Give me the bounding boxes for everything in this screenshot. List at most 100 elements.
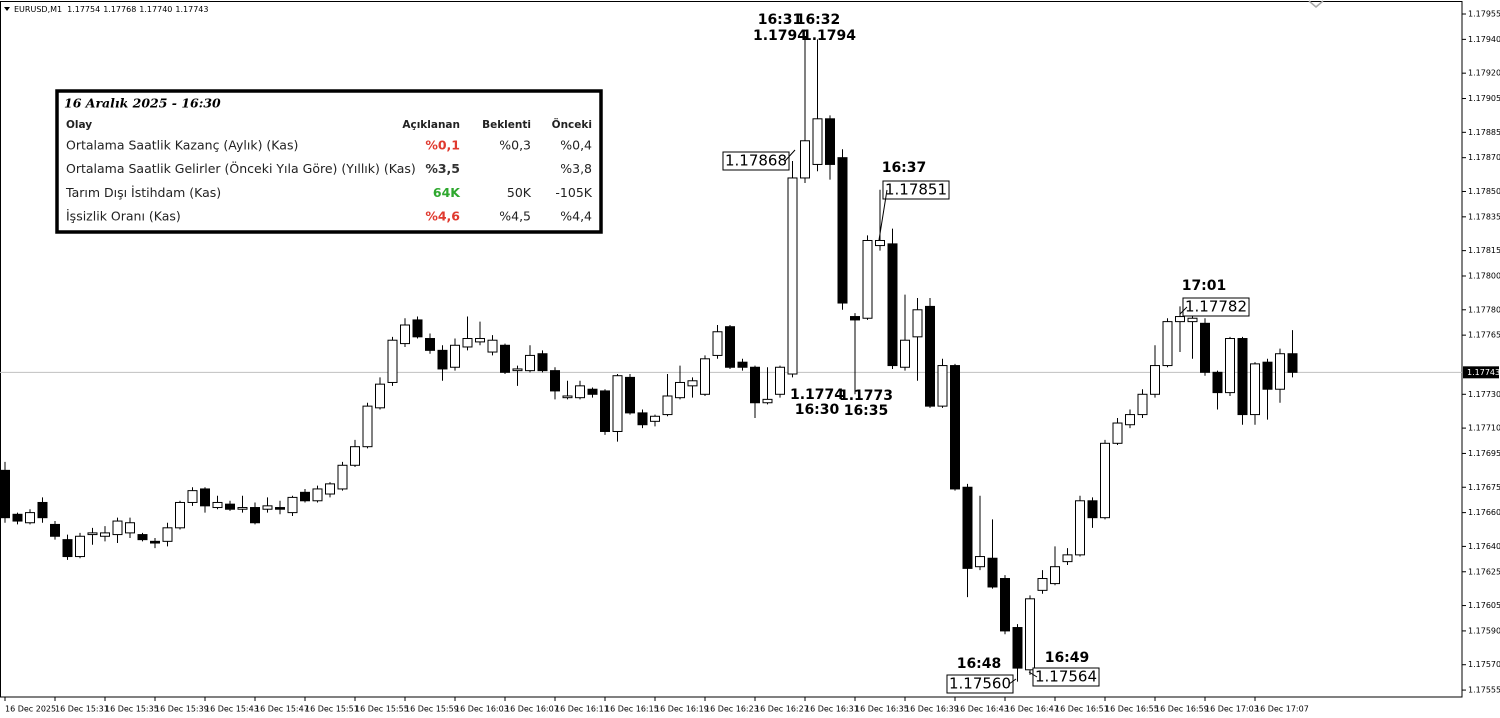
candle-body: [375, 383, 385, 409]
candle-body: [700, 358, 710, 395]
candle-body: [487, 339, 498, 353]
annotation-box: [722, 151, 790, 171]
candle-body: [325, 483, 335, 495]
column-header: Önceki: [552, 117, 592, 131]
annotation-price: 1.17851: [885, 181, 947, 199]
candle-body: [925, 305, 935, 407]
annotation-price: 1.17564: [1035, 668, 1097, 686]
candle-body: [575, 385, 585, 399]
x-tick-label: 16 Dec 16:03: [455, 705, 509, 714]
candle-body: [662, 395, 673, 416]
y-tick-label: 1.17625: [1468, 567, 1500, 576]
candle-body: [275, 507, 285, 510]
candle-body: [387, 339, 398, 383]
candle-body: [987, 557, 998, 588]
candle-body: [400, 324, 410, 345]
event-name: Ortalama Saatlik Kazanç (Aylık) (Kas): [66, 138, 298, 153]
candle-body: [437, 349, 448, 370]
previous-value: -105K: [555, 185, 592, 200]
candle-body: [637, 412, 648, 426]
x-tick-label: 16 Dec 2025: [5, 705, 56, 714]
annotation-time: 16:35: [844, 403, 889, 419]
previous-value: %4,4: [560, 209, 592, 224]
plot-frame: [0, 1, 1463, 698]
annotation-time: 16:32: [796, 12, 841, 28]
candle-body: [100, 532, 110, 537]
candle-body: [962, 486, 973, 569]
y-tick-label: 1.17940: [1468, 35, 1500, 44]
candle-body: [1087, 500, 1098, 519]
annotation-time: 16:30: [795, 402, 840, 418]
x-tick-label: 16 Dec 16:55: [1105, 705, 1159, 714]
previous-value: %0,4: [560, 138, 592, 153]
x-tick-label: 16 Dec 16:43: [955, 705, 1009, 714]
candle-body: [600, 390, 610, 432]
y-tick-label: 1.17815: [1468, 246, 1500, 255]
candle-body: [1175, 316, 1185, 323]
x-tick-label: 16 Dec 16:31: [805, 705, 859, 714]
candle-body: [50, 523, 60, 537]
x-tick-label: 16 Dec 16:07: [505, 705, 559, 714]
menu-arrow: [4, 7, 10, 11]
annotation-price: 1.1774: [790, 387, 844, 403]
y-tick-label: 1.17800: [1468, 271, 1500, 280]
actual-value: %3,5: [425, 161, 460, 176]
annotation-link: [878, 189, 888, 241]
previous-value: %3,8: [560, 161, 592, 176]
candle-body: [500, 344, 510, 373]
candle-body: [225, 503, 235, 510]
candle-body: [912, 309, 923, 338]
annotation-box: [882, 180, 950, 200]
candle-body: [687, 380, 698, 387]
annotation-time: 16:31: [758, 12, 803, 28]
candle-body: [200, 488, 210, 507]
candle-body: [75, 535, 85, 558]
candle-body: [237, 507, 248, 510]
y-tick-label: 1.17835: [1468, 212, 1500, 221]
candle-body: [550, 370, 560, 392]
candle-body: [887, 243, 898, 367]
candle-body: [762, 398, 773, 404]
candle-body: [750, 366, 760, 404]
column-header: Beklenti: [482, 119, 531, 131]
x-tick-label: 16 Dec 16:23: [705, 705, 759, 714]
x-tick-label: 16 Dec 16:19: [655, 705, 709, 714]
candle-body: [412, 319, 423, 338]
header-value: 1.17743: [175, 5, 208, 14]
candle-body: [1050, 566, 1060, 585]
candle-body: [125, 522, 135, 534]
candle-body: [12, 513, 23, 522]
candle-body: [1262, 361, 1273, 390]
annotation-price: 1.1794: [753, 28, 807, 44]
candle-body: [1250, 363, 1260, 416]
candle-body: [150, 540, 160, 544]
x-tick-label: 16 Dec 16:35: [855, 705, 909, 714]
candle-body: [587, 388, 598, 395]
candle-body: [1150, 365, 1160, 395]
candle-body: [975, 556, 985, 568]
annotation-link: [1008, 678, 1017, 685]
calendar-panel: 16 Aralık 2025 - 16:30 Olay Açıklanan Be…: [55, 89, 603, 234]
candle-body: [1225, 338, 1235, 394]
candle-body: [1212, 371, 1223, 394]
y-tick-label: 1.17885: [1468, 128, 1500, 137]
annotation-time: 16:48: [957, 656, 1002, 672]
forecast-value: %4,5: [499, 209, 531, 224]
y-tick-label: 1.17870: [1468, 153, 1500, 162]
candle-body: [712, 331, 723, 356]
candle-body: [787, 177, 798, 375]
y-tick-label: 1.17605: [1468, 601, 1500, 610]
candle-body: [1000, 578, 1010, 632]
annotation-time: 16:49: [1045, 650, 1090, 666]
annotation-link: [1028, 671, 1038, 678]
candle-body: [837, 157, 848, 304]
annotation-time: 17:01: [1182, 278, 1227, 294]
candle-body: [625, 376, 635, 414]
x-tick-label: 16 Dec 17:03: [1205, 705, 1259, 714]
x-tick-label: 16 Dec 15:43: [205, 705, 259, 714]
candle-body: [212, 501, 223, 509]
annotation-time: 16:37: [882, 160, 927, 176]
event-name: İşsizlik Oranı (Kas): [66, 209, 181, 224]
